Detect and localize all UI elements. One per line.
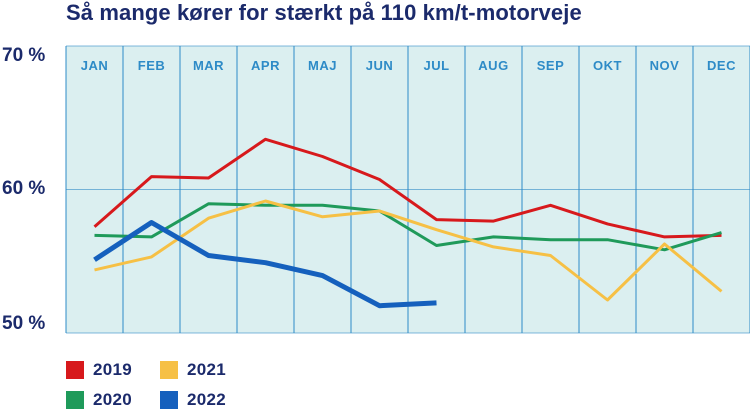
gridlines [65,45,750,334]
x-tick-label-aug: AUG [478,58,508,73]
x-tick-label-sep: SEP [537,58,565,73]
y-tick-label-70: 70 % [2,45,46,66]
legend-item-2020: 2020 [66,390,132,410]
legend-label-2020: 2020 [93,390,133,409]
series-line-2022 [93,220,437,309]
x-tick-label-okt: OKT [593,58,622,73]
legend-label-2019: 2019 [93,360,133,379]
x-tick-label-feb: FEB [138,58,166,73]
month-labels: JAN FEB MAR APR MAJ JUN JUL AUG SEP OKT NOV DEC [81,58,736,73]
x-tick-label-apr: APR [251,58,280,73]
x-tick-label-dec: DEC [707,58,736,73]
legend-swatch-2022 [160,391,178,409]
x-tick-label-maj: MAJ [308,58,337,73]
legend-swatch-2020 [66,391,84,409]
x-tick-label-jul: JUL [423,58,449,73]
legend-swatch-2019 [66,361,84,379]
x-tick-label-mar: MAR [193,58,224,73]
chart-title: Så mange kører for stærkt på 110 km/t-mo… [66,0,582,25]
legend-swatch-2021 [160,361,178,379]
legend-label-2022: 2022 [187,390,227,409]
series-lines [93,137,723,309]
series-line-2019 [93,137,722,239]
legend-item-2021: 2021 [160,360,226,380]
x-tick-label-jun: JUN [366,58,394,73]
legend-item-2022: 2022 [160,390,226,410]
legend-item-2019: 2019 [66,360,132,380]
x-tick-label-nov: NOV [650,58,680,73]
y-tick-label-60: 60 % [2,178,46,199]
series-line-2020 [94,202,722,252]
legend-label-2021: 2021 [187,360,227,379]
x-tick-label-jan: JAN [81,58,109,73]
y-tick-label-50: 50 % [2,313,46,334]
series-line-2021 [94,199,723,302]
